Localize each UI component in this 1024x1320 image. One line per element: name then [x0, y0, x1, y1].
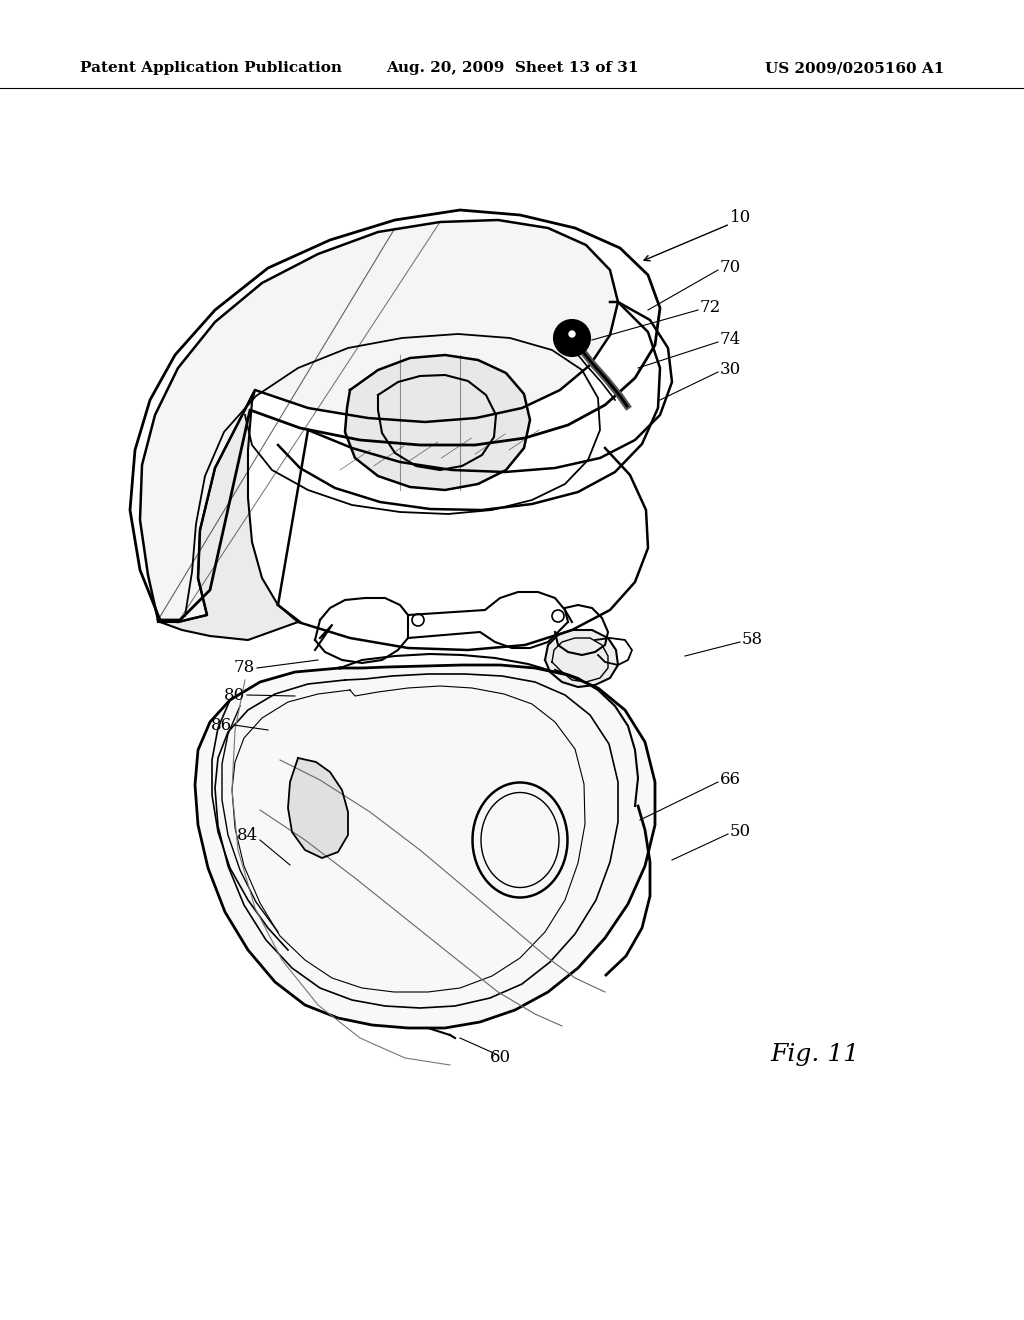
Text: 78: 78: [233, 660, 255, 676]
Text: 70: 70: [720, 260, 741, 276]
Text: 84: 84: [237, 826, 258, 843]
Text: US 2009/0205160 A1: US 2009/0205160 A1: [765, 61, 944, 75]
Polygon shape: [345, 355, 530, 490]
Text: 50: 50: [730, 824, 752, 841]
Circle shape: [554, 319, 590, 356]
Polygon shape: [195, 665, 655, 1028]
Text: 30: 30: [720, 362, 741, 379]
Circle shape: [569, 331, 575, 337]
Text: 60: 60: [490, 1049, 511, 1067]
Text: Patent Application Publication: Patent Application Publication: [80, 61, 342, 75]
Polygon shape: [140, 220, 618, 622]
Text: Aug. 20, 2009  Sheet 13 of 31: Aug. 20, 2009 Sheet 13 of 31: [386, 61, 638, 75]
Text: 72: 72: [700, 300, 721, 317]
Polygon shape: [545, 630, 618, 686]
Text: Fig. 11: Fig. 11: [770, 1044, 859, 1067]
Text: 10: 10: [730, 210, 752, 227]
Text: 58: 58: [742, 631, 763, 648]
Text: 74: 74: [720, 331, 741, 348]
Circle shape: [560, 326, 584, 350]
Polygon shape: [158, 389, 298, 640]
Text: 86: 86: [211, 717, 232, 734]
Text: 66: 66: [720, 771, 741, 788]
Polygon shape: [288, 758, 348, 858]
Text: 80: 80: [224, 686, 245, 704]
